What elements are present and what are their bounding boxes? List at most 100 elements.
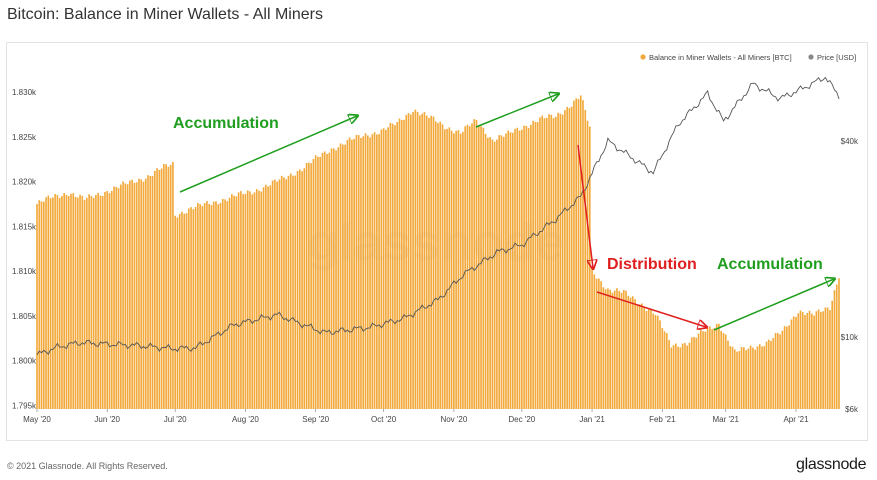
balance-bar bbox=[733, 349, 736, 409]
balance-bar bbox=[221, 198, 224, 409]
balance-bar bbox=[822, 311, 824, 409]
distribution-arrow-1 bbox=[577, 144, 593, 268]
balance-bar bbox=[312, 159, 315, 409]
chart-panel bbox=[6, 42, 868, 441]
balance-bar bbox=[523, 125, 525, 410]
balance-bar bbox=[36, 204, 38, 409]
balance-bar bbox=[292, 175, 294, 409]
balance-bar bbox=[679, 347, 682, 409]
balance-bar bbox=[133, 182, 136, 409]
y-axis-right: $40k $10k $6k bbox=[841, 137, 859, 414]
balance-bar bbox=[774, 332, 777, 409]
balance-bar bbox=[138, 178, 140, 409]
legend-swatch-balance bbox=[640, 54, 646, 60]
balance-bar bbox=[545, 117, 548, 410]
balance-bar bbox=[548, 114, 550, 410]
balance-bar bbox=[536, 122, 539, 409]
balance-bar bbox=[172, 161, 174, 409]
balance-bar bbox=[505, 133, 507, 409]
balance-bar bbox=[140, 179, 143, 409]
balance-bar bbox=[210, 205, 213, 409]
balance-bar bbox=[412, 111, 414, 409]
balance-bar bbox=[810, 313, 813, 409]
balance-bar bbox=[441, 124, 444, 409]
balance-bar bbox=[215, 201, 217, 409]
balance-bar bbox=[237, 192, 240, 409]
balance-bar bbox=[500, 135, 503, 409]
balance-bar bbox=[815, 311, 818, 409]
balance-bar bbox=[346, 139, 349, 410]
balance-bar bbox=[484, 133, 487, 410]
balance-bar bbox=[328, 152, 331, 409]
legend-swatch-price bbox=[808, 54, 814, 60]
balance-bar bbox=[622, 290, 625, 409]
balance-bar bbox=[357, 135, 360, 409]
balance-bar bbox=[271, 180, 274, 409]
balance-bar bbox=[153, 170, 156, 409]
balance-bar bbox=[747, 348, 750, 409]
glassnode-logo[interactable]: glassnode bbox=[796, 456, 867, 473]
balance-bar bbox=[355, 134, 358, 409]
balance-bar bbox=[722, 333, 725, 409]
balance-bar bbox=[779, 334, 781, 409]
balance-bar bbox=[65, 194, 68, 409]
balance-bar bbox=[194, 206, 197, 409]
balance-bar bbox=[824, 307, 827, 409]
balance-bar bbox=[457, 130, 460, 409]
y-tick-label: 1.805k bbox=[12, 312, 37, 321]
balance-bar bbox=[181, 211, 183, 409]
annotations: Accumulation Distribution Accumulation bbox=[173, 94, 834, 331]
balance-bar bbox=[656, 315, 659, 409]
balance-bar bbox=[305, 163, 308, 409]
balance-bar bbox=[314, 155, 317, 409]
balance-bar bbox=[337, 147, 340, 409]
balance-bar bbox=[473, 119, 476, 410]
balance-bar bbox=[419, 115, 421, 410]
balance-bar bbox=[49, 198, 52, 409]
balance-bar bbox=[362, 136, 365, 409]
balance-bar bbox=[224, 199, 226, 409]
balance-bar bbox=[185, 213, 188, 409]
balance-bar bbox=[704, 331, 707, 409]
balance-bar bbox=[190, 207, 192, 409]
balance-bar bbox=[74, 196, 77, 409]
balance-bar bbox=[699, 329, 702, 409]
balance-bar bbox=[122, 181, 124, 409]
balance-bar bbox=[550, 114, 553, 409]
balance-bar bbox=[659, 320, 661, 409]
balance-bar bbox=[276, 181, 278, 409]
balance-bar bbox=[197, 203, 199, 409]
balance-bar bbox=[226, 201, 229, 409]
balance-bar bbox=[573, 100, 575, 409]
balance-bar bbox=[323, 151, 326, 409]
balance-bar bbox=[97, 192, 99, 409]
balance-bar bbox=[468, 126, 471, 410]
balance-bar bbox=[387, 127, 389, 409]
x-tick-label: Aug '20 bbox=[232, 415, 259, 424]
balance-bar bbox=[738, 351, 741, 409]
balance-bar bbox=[303, 168, 306, 409]
balance-bar bbox=[788, 325, 790, 409]
distribution-label: Distribution bbox=[607, 256, 697, 273]
balance-bar bbox=[332, 148, 335, 410]
balance-bar bbox=[348, 137, 351, 410]
balance-bar bbox=[702, 331, 704, 409]
y-tick-label: 1.825k bbox=[12, 133, 37, 142]
balance-bar bbox=[274, 179, 276, 409]
balance-bar bbox=[665, 333, 668, 409]
balance-bar bbox=[58, 198, 61, 409]
balance-bar bbox=[489, 137, 491, 409]
balance-bar bbox=[428, 117, 430, 409]
balance-bar bbox=[244, 193, 247, 409]
balance-bar bbox=[765, 341, 768, 409]
balance-bar bbox=[120, 184, 122, 409]
balance-bar bbox=[217, 204, 220, 409]
balance-bar bbox=[471, 123, 473, 409]
balance-bar bbox=[462, 131, 464, 410]
balance-bar bbox=[317, 156, 319, 409]
balance-bar bbox=[602, 287, 605, 409]
balance-bar bbox=[240, 191, 242, 409]
balance-bar bbox=[432, 116, 435, 410]
balance-bar bbox=[695, 337, 698, 409]
balance-bar bbox=[260, 191, 263, 409]
